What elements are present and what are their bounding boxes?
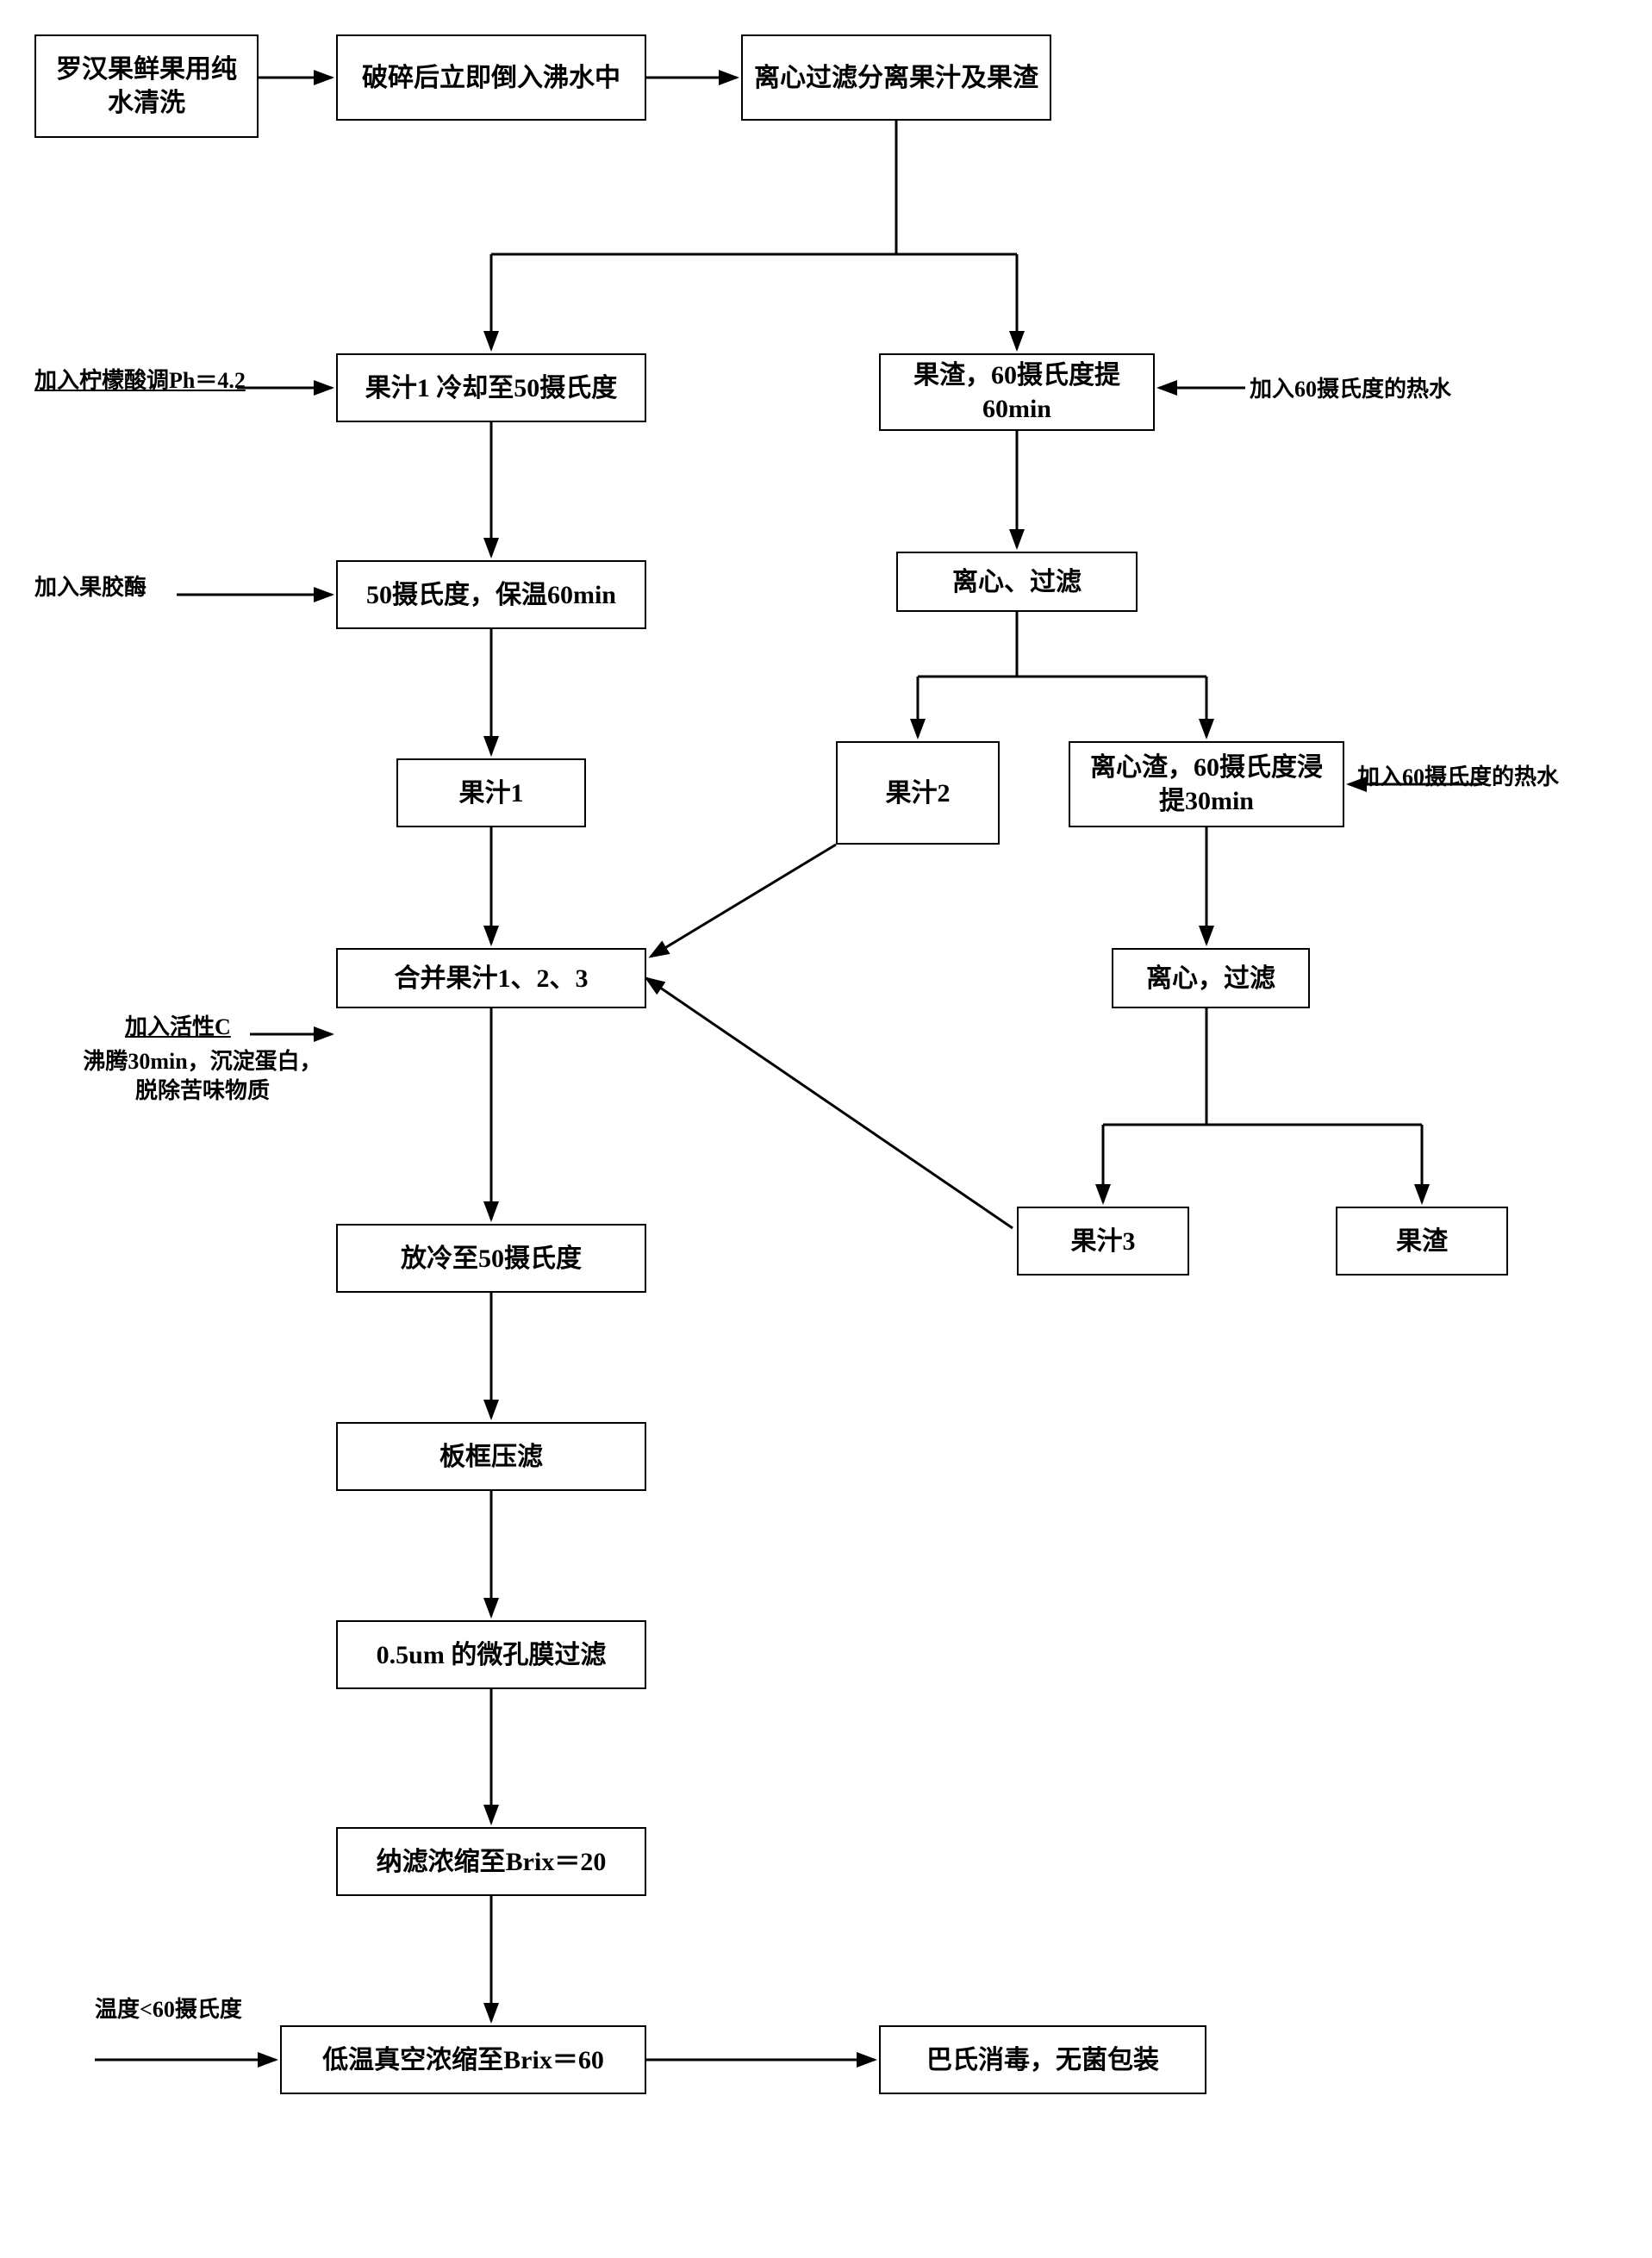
flowchart-label-l6: 温度<60摄氏度 — [95, 1995, 242, 2024]
flowchart-node-n12: 离心，过滤 — [1112, 948, 1310, 1008]
flowchart-node-n20: 巴氏消毒，无菌包装 — [879, 2025, 1206, 2094]
flowchart-node-n13: 放冷至50摄氏度 — [336, 1224, 646, 1293]
flowchart-node-n2: 破碎后立即倒入沸水中 — [336, 34, 646, 121]
flowchart-label-l4: 加入60摄氏度的热水 — [1357, 763, 1559, 792]
flowchart-node-n14: 果汁3 — [1017, 1207, 1189, 1276]
flowchart-node-n10: 离心渣，60摄氏度浸提30min — [1069, 741, 1344, 827]
flowchart-node-n18: 纳滤浓缩至Brix＝20 — [336, 1827, 646, 1896]
flowchart-node-n5: 果渣，60摄氏度提60min — [879, 353, 1155, 431]
flowchart-node-n11: 合并果汁1、2、3 — [336, 948, 646, 1008]
flowchart-node-n17: 0.5um 的微孔膜过滤 — [336, 1620, 646, 1689]
flowchart-node-n3: 离心过滤分离果汁及果渣 — [741, 34, 1051, 121]
flowchart-node-n1: 罗汉果鲜果用纯水清洗 — [34, 34, 259, 138]
flowchart-label-l1: 加入柠檬酸调Ph＝4.2 — [34, 366, 246, 396]
flowchart-label-l5b: 沸腾30min，沉淀蛋白，脱除苦味物质 — [78, 1047, 327, 1106]
flowchart-node-n9: 果汁2 — [836, 741, 1000, 845]
flowchart-label-l2: 加入果胶酶 — [34, 573, 146, 602]
flowchart-node-n15: 果渣 — [1336, 1207, 1508, 1276]
flowchart-label-l3: 加入60摄氏度的热水 — [1250, 375, 1451, 404]
flowchart-node-n4: 果汁1 冷却至50摄氏度 — [336, 353, 646, 422]
flowchart-node-n19: 低温真空浓缩至Brix＝60 — [280, 2025, 646, 2094]
flowchart-node-n8: 果汁1 — [396, 758, 586, 827]
flowchart-node-n7: 离心、过滤 — [896, 552, 1138, 612]
flowchart-label-l5: 加入活性C — [125, 1013, 231, 1042]
flowchart-node-n16: 板框压滤 — [336, 1422, 646, 1491]
flowchart-node-n6: 50摄氏度，保温60min — [336, 560, 646, 629]
